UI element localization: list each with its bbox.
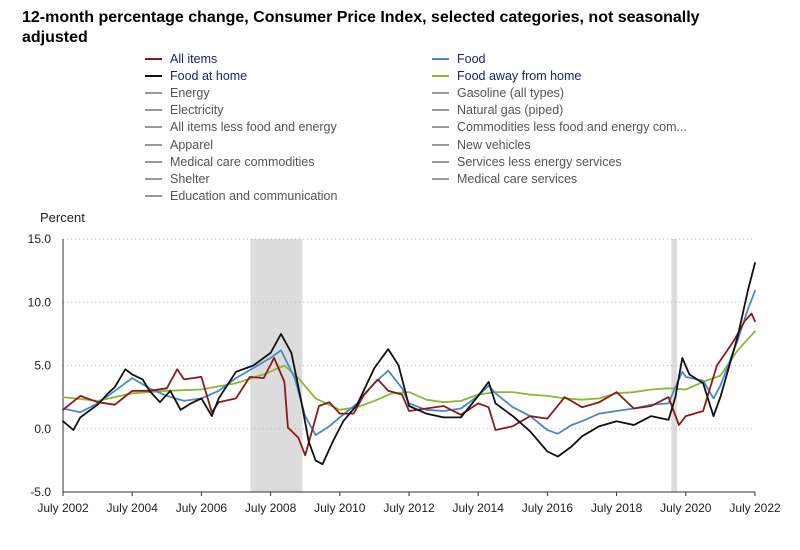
legend-item-gasoline-all-types[interactable]: Gasoline (all types)	[432, 84, 687, 101]
y-axis-label: Percent	[40, 210, 85, 225]
legend-column-1: All items Food at home Energy Electricity Al…	[145, 50, 337, 205]
y-tick-label: 15.0	[28, 232, 52, 246]
legend-label: Shelter	[170, 171, 210, 186]
legend-label: All items	[170, 51, 218, 66]
gridlines	[63, 238, 755, 493]
legend-item-medical-care-commodities[interactable]: Medical care commodities	[145, 153, 337, 170]
legend-swatch	[145, 160, 162, 163]
x-tick-label: July 2010	[314, 501, 366, 515]
legend-swatch	[432, 177, 449, 180]
x-tick-label: July 2020	[660, 501, 712, 515]
legend-label: Commodities less food and energy com...	[457, 120, 687, 135]
legend-item-food[interactable]: Food	[432, 50, 687, 67]
legend-item-education-and-communication[interactable]: Education and communication	[145, 188, 337, 205]
y-tick-label: 10.0	[28, 295, 52, 309]
x-tick-label: July 2016	[522, 501, 574, 515]
chart-title: 12-month percentage change, Consumer Pri…	[22, 9, 700, 46]
legend-item-food-at-home[interactable]: Food at home	[145, 67, 337, 84]
legend-label: All items less food and energy	[170, 120, 337, 135]
legend-swatch	[432, 109, 449, 112]
legend-swatch	[432, 143, 449, 146]
legend-item-natural-gas-piped[interactable]: Natural gas (piped)	[432, 102, 687, 119]
x-tick-label: July 2022	[729, 501, 781, 515]
series-line-food	[62, 290, 756, 436]
legend-label: Gasoline (all types)	[457, 85, 564, 100]
tick-labels: 15.0 10.0 5.0 0.0 -5.0 July 2002 July 2004 July…	[28, 232, 781, 515]
legend-swatch	[145, 57, 162, 60]
legend-item-medical-care-services[interactable]: Medical care services	[432, 170, 687, 187]
x-tick-label: July 2014	[453, 501, 505, 515]
x-tick-label: July 2006	[176, 501, 228, 515]
legend-swatch	[145, 143, 162, 146]
legend-swatch	[432, 91, 449, 94]
y-tick-label: -5.0	[30, 485, 51, 499]
legend-swatch	[432, 160, 449, 163]
legend-label: Energy	[170, 85, 210, 100]
x-tick-label: July 2008	[245, 501, 297, 515]
axes	[62, 239, 756, 496]
legend-item-services-less-energy-services[interactable]: Services less energy services	[432, 153, 687, 170]
y-tick-label: 0.0	[34, 422, 51, 436]
y-tick-label: 5.0	[34, 359, 51, 373]
legend-item-food-away-from-home[interactable]: Food away from home	[432, 67, 687, 84]
legend-swatch	[432, 126, 449, 129]
series-line-food-away-from-home	[62, 330, 756, 411]
legend-item-shelter[interactable]: Shelter	[145, 170, 337, 187]
legend-label: Medical care services	[457, 171, 578, 186]
legend-label: Education and communication	[170, 189, 338, 204]
legend-label: Apparel	[170, 137, 214, 152]
legend-swatch	[145, 177, 162, 180]
series-lines	[62, 262, 756, 466]
legend-label: Food at home	[170, 68, 248, 83]
x-tick-label: July 2002	[37, 501, 89, 515]
legend-item-electricity[interactable]: Electricity	[145, 102, 337, 119]
legend-item-new-vehicles[interactable]: New vehicles	[432, 136, 687, 153]
recession-band-2	[671, 239, 678, 492]
legend-swatch	[432, 57, 449, 60]
legend-swatch	[145, 91, 162, 94]
legend-swatch	[432, 74, 449, 77]
legend-label: New vehicles	[457, 137, 531, 152]
legend-label: Medical care commodities	[170, 154, 315, 169]
legend-item-commodities-less-food-and-energy-com[interactable]: Commodities less food and energy com...	[432, 119, 687, 136]
legend-swatch	[145, 195, 162, 198]
legend-item-energy[interactable]: Energy	[145, 84, 337, 101]
legend-swatch	[145, 109, 162, 112]
legend-swatch	[145, 126, 162, 129]
legend-label: Food away from home	[457, 68, 582, 83]
legend-label: Electricity	[170, 103, 224, 118]
legend-item-apparel[interactable]: Apparel	[145, 136, 337, 153]
series-line-all-items	[62, 312, 756, 457]
legend-label: Food	[457, 51, 486, 66]
legend-label: Services less energy services	[457, 154, 622, 169]
legend-item-all-items-less-food-and-energy[interactable]: All items less food and energy	[145, 119, 337, 136]
x-tick-label: July 2012	[383, 501, 435, 515]
x-tick-label: July 2018	[591, 501, 643, 515]
legend-label: Natural gas (piped)	[457, 103, 564, 118]
chart-legend: All items Food at home Energy Electricity Al…	[145, 50, 725, 206]
legend-column-2: Food Food away from home Gasoline (all typ…	[432, 50, 687, 188]
legend-item-all-items[interactable]: All items	[145, 50, 337, 67]
series-line-food-at-home	[62, 262, 756, 466]
x-tick-label: July 2004	[107, 501, 159, 515]
legend-swatch	[145, 74, 162, 77]
